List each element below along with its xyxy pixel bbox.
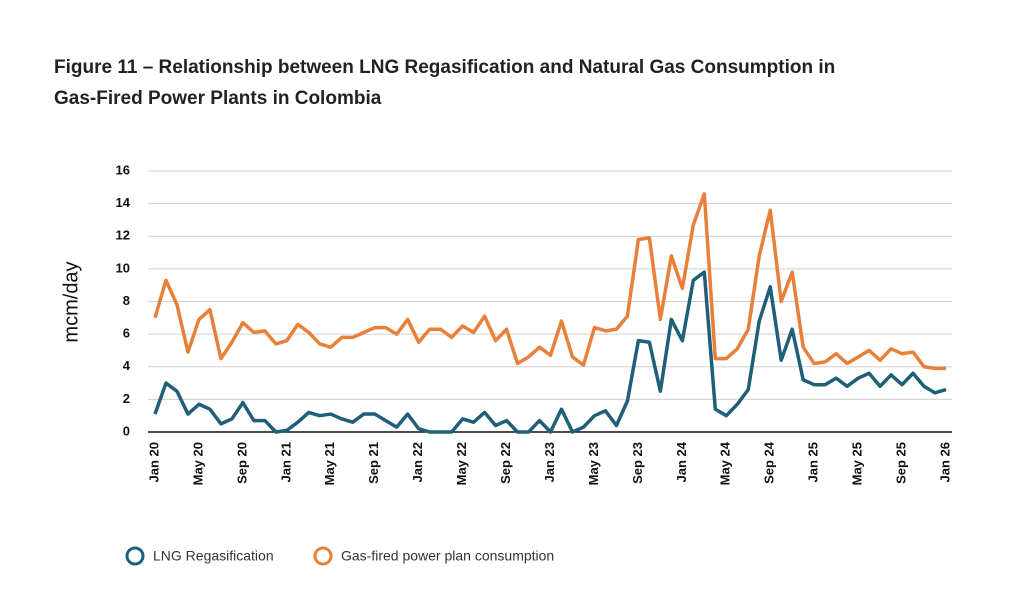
x-tick-label: Sep 23	[630, 442, 645, 484]
x-tick-label: May 25	[850, 442, 865, 485]
x-tick-label: May 24	[718, 441, 733, 485]
y-tick-label: 16	[116, 162, 130, 177]
x-tick-label: Sep 24	[762, 441, 777, 484]
y-tick-label: 8	[123, 293, 130, 308]
y-tick-label: 12	[116, 228, 130, 243]
chart-title: Figure 11 – Relationship between LNG Reg…	[54, 57, 836, 109]
x-tick-label: Sep 21	[366, 442, 381, 484]
x-tick-label: Sep 20	[234, 442, 249, 484]
y-tick-label: 10	[116, 260, 130, 275]
legend-marker	[313, 546, 333, 566]
legend-marker	[125, 546, 145, 566]
y-axis-label: mcm/day	[60, 261, 82, 342]
legend-label: LNG Regasification	[153, 548, 274, 564]
data-line	[153, 270, 947, 434]
y-tick-label: 6	[123, 326, 130, 341]
x-tick-label: Sep 25	[893, 442, 908, 484]
y-tick-label: 14	[116, 195, 131, 210]
x-tick-label: Jan 26	[937, 442, 952, 482]
legend-label: Gas-fired power plan consumption	[341, 548, 554, 564]
x-tick-label: Sep 22	[498, 442, 513, 484]
x-tick-label: May 22	[454, 442, 469, 485]
y-tick-label: 0	[123, 423, 130, 438]
x-tick-label: Jan 23	[542, 442, 557, 482]
y-tick-label: 2	[123, 391, 130, 406]
x-tick-label: May 23	[586, 442, 601, 485]
y-tick-label: 4	[123, 358, 131, 373]
data-line	[153, 192, 946, 371]
x-tick-label: Jan 24	[674, 441, 689, 482]
x-tick-label: May 21	[322, 442, 337, 485]
x-tick-label: Jan 25	[806, 442, 821, 482]
x-tick-label: May 20	[190, 442, 205, 485]
x-tick-label: Jan 20	[146, 442, 161, 482]
x-tick-label: Jan 21	[278, 442, 293, 482]
x-tick-label: Jan 22	[410, 442, 425, 482]
